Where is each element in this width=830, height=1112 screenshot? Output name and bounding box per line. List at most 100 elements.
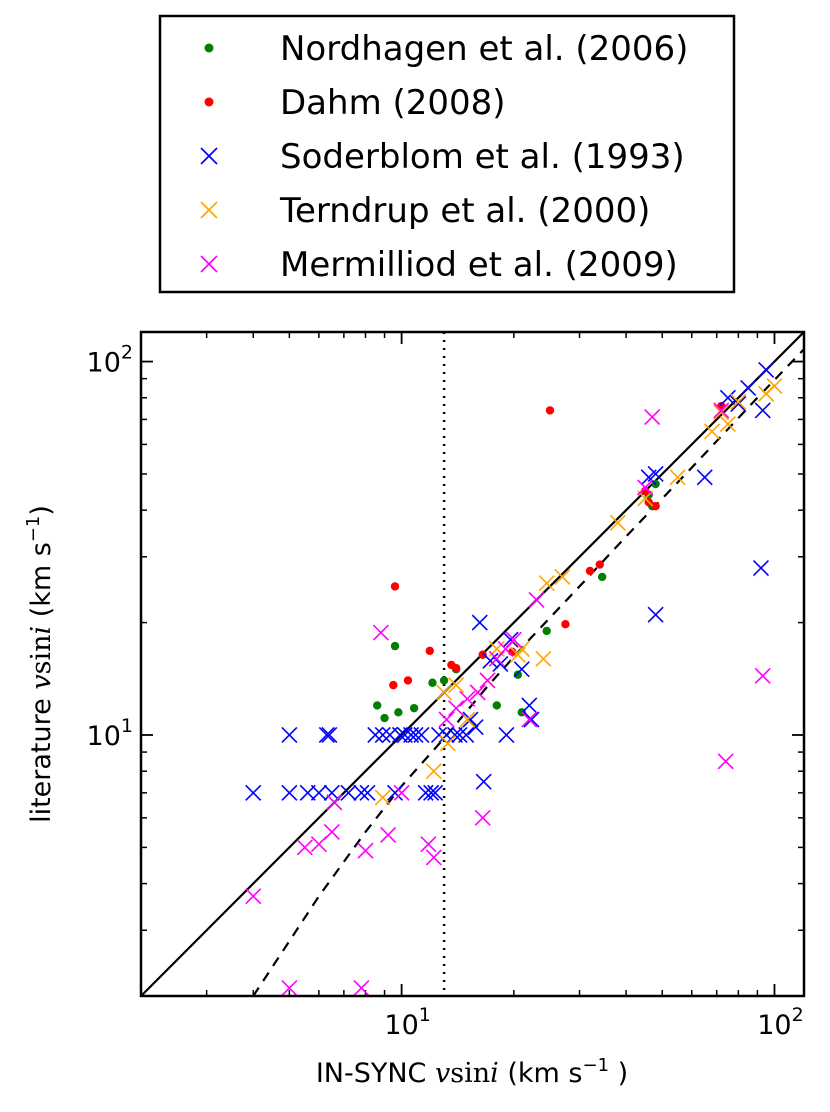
point-soderblom-et-al-1993 bbox=[752, 559, 770, 577]
point-mermilliod-et-al-2009 bbox=[459, 690, 476, 707]
point-soderblom-et-al-1993 bbox=[730, 395, 747, 413]
point-mermilliod-et-al-2009 bbox=[717, 753, 734, 770]
point-nordhagen-et-al-2006 bbox=[409, 703, 419, 713]
legend-marker bbox=[204, 43, 214, 53]
fit-dashed-line bbox=[252, 348, 804, 996]
point-mermilliod-et-al-2009 bbox=[393, 784, 410, 801]
point-soderblom-et-al-1993 bbox=[281, 784, 298, 801]
point-soderblom-et-al-1993 bbox=[696, 469, 713, 486]
point-soderblom-et-al-1993 bbox=[427, 784, 444, 801]
point-soderblom-et-al-1993 bbox=[299, 784, 316, 801]
point-terndrup-et-al-2000 bbox=[425, 763, 442, 780]
point-soderblom-et-al-1993 bbox=[374, 726, 391, 744]
point-terndrup-et-al-2000 bbox=[535, 650, 552, 667]
point-mermilliod-et-al-2009 bbox=[469, 684, 486, 701]
point-soderblom-et-al-1993 bbox=[310, 784, 327, 801]
point-nordhagen-et-al-2006 bbox=[542, 626, 551, 636]
point-mermilliod-et-al-2009 bbox=[310, 836, 327, 853]
major-ticks bbox=[141, 332, 804, 996]
point-terndrup-et-al-2000 bbox=[719, 416, 736, 433]
legend-entry-mermilliod-et-al-2009: Mermilliod et al. (2009) bbox=[200, 245, 678, 285]
point-nordhagen-et-al-2006 bbox=[597, 572, 607, 582]
point-dahm-2008 bbox=[425, 646, 434, 656]
point-terndrup-et-al-2000 bbox=[554, 568, 571, 586]
legend-label: Mermilliod et al. (2009) bbox=[280, 245, 678, 285]
point-soderblom-et-al-1993 bbox=[462, 711, 479, 728]
point-soderblom-et-al-1993 bbox=[475, 773, 492, 790]
point-dahm-2008 bbox=[595, 560, 604, 569]
point-dahm-2008 bbox=[545, 406, 555, 415]
plot-frame bbox=[139, 330, 806, 998]
point-mermilliod-et-al-2009 bbox=[448, 700, 465, 717]
y-tick-label: 101 bbox=[87, 715, 133, 752]
point-soderblom-et-al-1993 bbox=[353, 784, 370, 801]
legend-marker bbox=[200, 147, 218, 165]
point-soderblom-et-al-1993 bbox=[740, 379, 757, 396]
point-mermilliod-et-al-2009 bbox=[296, 839, 313, 856]
point-soderblom-et-al-1993 bbox=[323, 784, 340, 801]
point-terndrup-et-al-2000 bbox=[448, 677, 465, 694]
point-mermilliod-et-al-2009 bbox=[713, 402, 730, 419]
point-soderblom-et-al-1993 bbox=[245, 784, 262, 801]
point-terndrup-et-al-2000 bbox=[713, 404, 730, 421]
legend-marker bbox=[200, 255, 218, 273]
point-mermilliod-et-al-2009 bbox=[353, 980, 370, 996]
one-to-one-line bbox=[141, 332, 804, 996]
point-terndrup-et-al-2000 bbox=[538, 575, 555, 592]
point-mermilliod-et-al-2009 bbox=[644, 409, 661, 426]
point-dahm-2008 bbox=[451, 663, 461, 673]
point-soderblom-et-al-1993 bbox=[446, 726, 464, 744]
point-terndrup-et-al-2000 bbox=[513, 640, 530, 658]
point-terndrup-et-al-2000 bbox=[439, 735, 456, 752]
point-soderblom-et-al-1993 bbox=[647, 465, 664, 483]
point-soderblom-et-al-1993 bbox=[492, 655, 509, 672]
y-axis-label: literature vsini (km s−1) bbox=[23, 505, 57, 823]
point-soderblom-et-al-1993 bbox=[758, 361, 775, 378]
point-terndrup-et-al-2000 bbox=[436, 684, 453, 701]
point-soderblom-et-al-1993 bbox=[647, 606, 664, 623]
point-mermilliod-et-al-2009 bbox=[357, 842, 374, 859]
legend-label: Soderblom et al. (1993) bbox=[280, 137, 685, 177]
point-terndrup-et-al-2000 bbox=[703, 423, 721, 440]
x-tick-label: 101 bbox=[384, 1004, 430, 1041]
legend-box bbox=[158, 14, 736, 294]
legend-marker bbox=[204, 97, 214, 107]
point-mermilliod-et-al-2009 bbox=[479, 672, 496, 689]
point-soderblom-et-al-1993 bbox=[719, 389, 736, 406]
x-tick-labels: 101 102 bbox=[384, 1004, 803, 1041]
point-nordhagen-et-al-2006 bbox=[439, 676, 449, 685]
y-tick-labels: 101 102 bbox=[87, 342, 133, 752]
legend: Nordhagen et al. (2006) Dahm (2008) Soderb… bbox=[158, 14, 736, 294]
legend-marker bbox=[200, 201, 218, 219]
point-soderblom-et-al-1993 bbox=[502, 631, 519, 648]
point-nordhagen-et-al-2006 bbox=[513, 670, 523, 679]
point-soderblom-et-al-1993 bbox=[513, 661, 530, 678]
legend-label: Dahm (2008) bbox=[280, 83, 506, 123]
point-dahm-2008 bbox=[403, 676, 413, 685]
point-soderblom-et-al-1993 bbox=[754, 402, 771, 419]
point-nordhagen-et-al-2006 bbox=[492, 701, 501, 710]
y-tick-label: 102 bbox=[87, 342, 133, 379]
legend-label: Nordhagen et al. (2006) bbox=[280, 29, 688, 69]
point-terndrup-et-al-2000 bbox=[609, 514, 626, 531]
point-soderblom-et-al-1993 bbox=[413, 726, 430, 744]
point-soderblom-et-al-1993 bbox=[318, 726, 335, 744]
point-soderblom-et-al-1993 bbox=[281, 726, 298, 744]
point-mermilliod-et-al-2009 bbox=[372, 624, 389, 641]
point-soderblom-et-al-1993 bbox=[498, 726, 515, 744]
point-mermilliod-et-al-2009 bbox=[505, 631, 522, 648]
point-terndrup-et-al-2000 bbox=[374, 789, 391, 806]
point-mermilliod-et-al-2009 bbox=[245, 888, 262, 905]
x-axis-label: IN-SYNC vsini (km s−1 ) bbox=[316, 1055, 628, 1089]
point-mermilliod-et-al-2009 bbox=[528, 591, 545, 608]
point-soderblom-et-al-1993 bbox=[386, 784, 404, 801]
point-mermilliod-et-al-2009 bbox=[281, 980, 298, 996]
point-soderblom-et-al-1993 bbox=[340, 784, 357, 801]
point-soderblom-et-al-1993 bbox=[471, 614, 488, 631]
legend-entry-dahm-2008: Dahm (2008) bbox=[204, 83, 506, 123]
point-dahm-2008 bbox=[585, 566, 595, 576]
point-nordhagen-et-al-2006 bbox=[428, 678, 437, 687]
point-mermilliod-et-al-2009 bbox=[754, 667, 771, 684]
point-terndrup-et-al-2000 bbox=[730, 393, 747, 410]
